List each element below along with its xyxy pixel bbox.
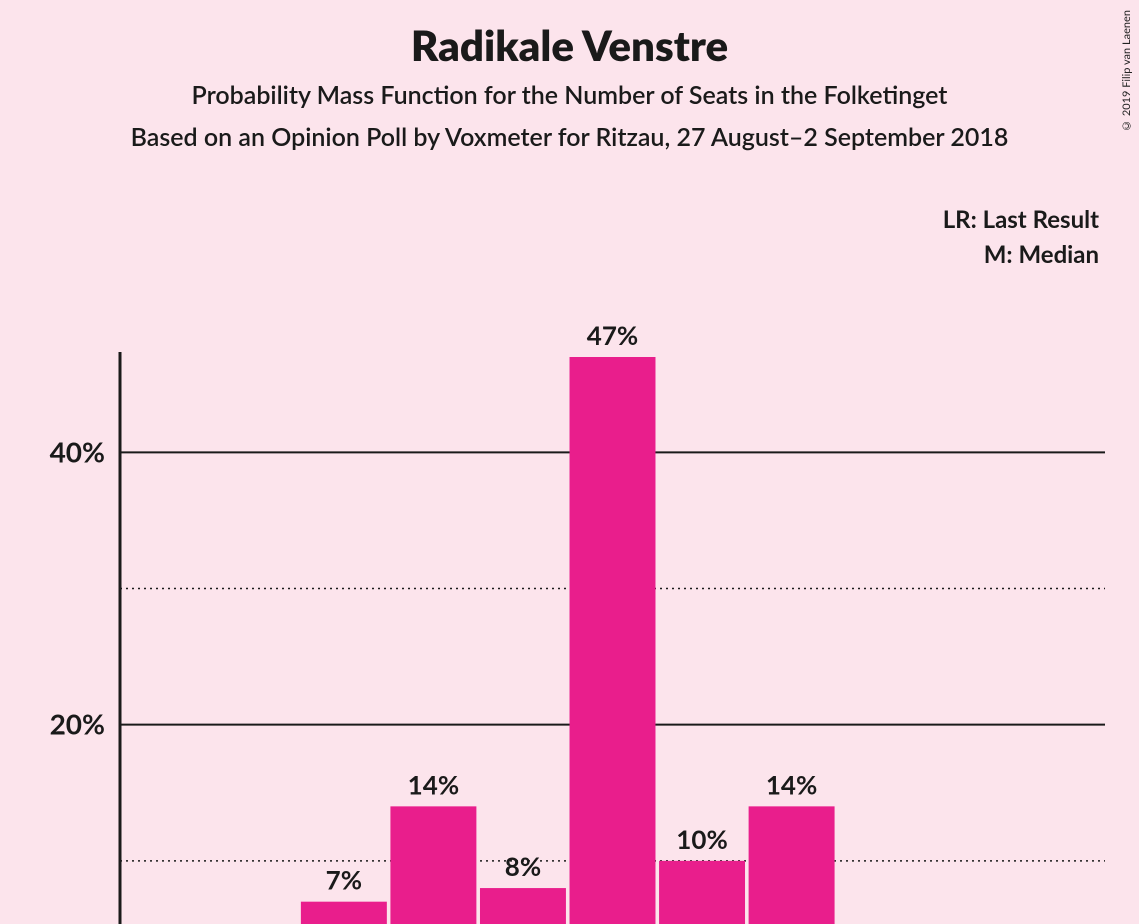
bar-value-label: 14% bbox=[766, 768, 817, 800]
y-axis-label: 20% bbox=[50, 707, 105, 741]
bar bbox=[301, 902, 387, 924]
y-axis-label: 40% bbox=[50, 434, 105, 468]
bar-value-label: 7% bbox=[326, 864, 362, 896]
bar bbox=[749, 806, 835, 924]
bar-value-label: 8% bbox=[505, 850, 541, 882]
bar-value-label: 14% bbox=[408, 768, 459, 800]
copyright-text: © 2019 Filip van Laenen bbox=[1120, 10, 1133, 132]
bar-value-label: 47% bbox=[587, 319, 638, 351]
chart-subtitle-1: Probability Mass Function for the Number… bbox=[0, 80, 1139, 110]
chart-page: © 2019 Filip van Laenen Radikale Venstre… bbox=[0, 0, 1139, 924]
chart-title: Radikale Venstre bbox=[0, 20, 1139, 70]
bar-value-label: 10% bbox=[676, 823, 727, 855]
chart-area: 20%40%0%50.2%67%714%LR88%947%M1010%1114%… bbox=[0, 152, 1139, 924]
bar bbox=[659, 861, 745, 924]
bar bbox=[480, 888, 566, 924]
bar bbox=[390, 806, 476, 924]
title-block: Radikale Venstre Probability Mass Functi… bbox=[0, 0, 1139, 152]
bar bbox=[570, 357, 656, 924]
chart-subtitle-2: Based on an Opinion Poll by Voxmeter for… bbox=[0, 122, 1139, 152]
bar-chart-svg: 20%40%0%50.2%67%714%LR88%947%M1010%1114%… bbox=[0, 152, 1139, 924]
